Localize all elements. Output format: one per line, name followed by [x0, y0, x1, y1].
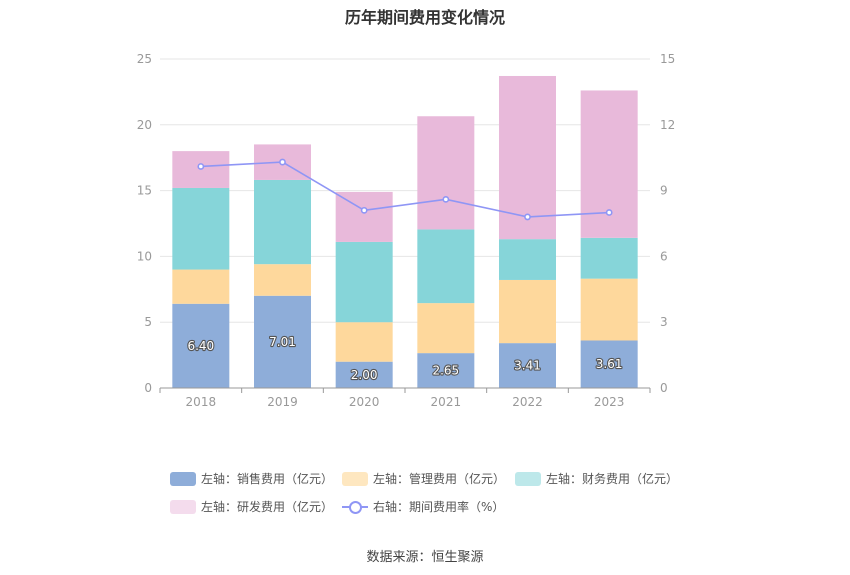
x-tick-label: 2018: [186, 395, 217, 409]
grid-lines: [160, 58, 650, 323]
bar-data-label: 2.00: [351, 368, 378, 382]
rate-line-path: [200, 161, 610, 218]
legend-label-finance: 左轴：财务费用（亿元）: [546, 472, 679, 486]
bar-segment: [335, 191, 393, 242]
bar-segment: [417, 353, 475, 388]
rate-line-point: [197, 163, 205, 170]
bar-data-label: 3.41: [514, 359, 541, 373]
y-left-tick-label: 5: [144, 315, 152, 329]
bar-segment: [580, 340, 638, 388]
bar-data-label: 6.40: [187, 339, 214, 353]
chart-area: 6.40 7.01 2.00 2.65 3.41 3.61 0 5 10 15 20 25 0 3 6 9 1…: [137, 52, 676, 409]
y-left-tick-label: 15: [137, 184, 152, 198]
legend-label-sales: 左轴：销售费用（亿元）: [201, 472, 334, 486]
x-tick-label: 2020: [349, 395, 380, 409]
legend-label-rnd: 左轴：研发费用（亿元）: [201, 500, 334, 514]
legend-label-admin: 左轴：管理费用（亿元）: [373, 472, 506, 486]
bar-segment: [172, 303, 230, 388]
legend-swatch-rnd: [170, 499, 196, 514]
legend-item-rnd[interactable]: 左轴：研发费用（亿元）: [170, 498, 333, 515]
bar-segment: [335, 322, 393, 362]
bar-segment: [172, 269, 230, 304]
bar-segment: [499, 343, 556, 388]
y-left-tick-label: 0: [144, 381, 152, 395]
rate-line-point: [279, 158, 286, 166]
bar-segment: [580, 237, 638, 279]
y-right-tick-label: 3: [660, 315, 668, 329]
bar-segment: [254, 264, 311, 296]
bar-segment: [499, 279, 556, 344]
bar-segment: [499, 75, 556, 240]
y-left-tick-label: 10: [137, 249, 152, 263]
x-tick-label: 2023: [594, 395, 625, 409]
bar-segment: [254, 179, 311, 265]
legend-item-rate[interactable]: 右轴：期间费用率（%）: [342, 498, 504, 515]
legend-item-finance[interactable]: 左轴：财务费用（亿元）: [515, 470, 678, 487]
y-right-tick-label: 6: [660, 249, 668, 263]
legend-swatch-sales: [170, 471, 196, 486]
bar-segment: [172, 187, 230, 270]
rate-line-point: [442, 195, 450, 203]
axes: 0 5 10 15 20 25 0 3 6 9 12 15 2018 2019 2020 2021 2022 20…: [137, 52, 676, 409]
legend-swatch-rate: [342, 500, 368, 514]
legend-swatch-admin: [342, 471, 368, 486]
bar-segment: [580, 278, 638, 341]
bar-data-label: 2.65: [432, 364, 459, 378]
bar-segment: [417, 303, 475, 354]
y-left-tick-label: 25: [137, 52, 152, 66]
bar-data-label: 3.61: [596, 357, 623, 371]
rate-line-point: [524, 213, 531, 221]
data-labels: 6.40 7.01 2.00 2.65 3.41 3.61: [186, 334, 623, 383]
legend-item-admin[interactable]: 左轴：管理费用（亿元）: [342, 470, 505, 487]
bar-segment: [417, 229, 475, 304]
bar-segment: [417, 116, 475, 230]
x-tick-label: 2022: [512, 395, 543, 409]
y-left-tick-label: 20: [137, 118, 152, 132]
bar-segment: [335, 361, 393, 388]
legend-label-rate: 右轴：期间费用率（%）: [373, 500, 505, 514]
rate-line-point: [605, 209, 613, 216]
y-right-tick-label: 9: [660, 184, 668, 198]
y-right-tick-label: 0: [660, 381, 668, 395]
bar-segment: [254, 295, 311, 388]
bar-data-label: 7.01: [269, 335, 296, 349]
x-tick-label: 2021: [431, 395, 462, 409]
rate-line-point: [360, 206, 368, 214]
y-right-tick-label: 15: [660, 52, 675, 66]
rate-line: [197, 158, 613, 221]
legend-swatch-finance: [515, 471, 541, 486]
bar-segment: [335, 241, 393, 323]
legend-item-sales[interactable]: 左轴：销售费用（亿元）: [170, 470, 333, 487]
chart-title: 历年期间费用变化情况: [344, 8, 505, 27]
y-right-tick-label: 12: [660, 118, 675, 132]
x-tick-label: 2019: [267, 395, 298, 409]
data-source: 数据来源：恒生聚源: [366, 550, 484, 565]
bar-segment: [499, 239, 556, 280]
bars: [172, 75, 638, 388]
